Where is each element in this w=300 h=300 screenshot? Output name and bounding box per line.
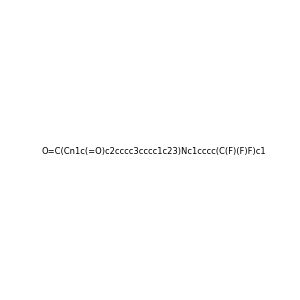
Text: O=C(Cn1c(=O)c2cccc3cccc1c23)Nc1cccc(C(F)(F)F)c1: O=C(Cn1c(=O)c2cccc3cccc1c23)Nc1cccc(C(F)… — [41, 147, 266, 156]
